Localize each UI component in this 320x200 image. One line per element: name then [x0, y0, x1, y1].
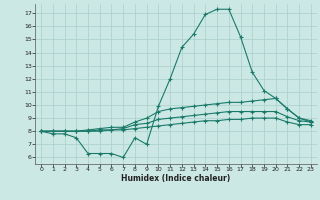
X-axis label: Humidex (Indice chaleur): Humidex (Indice chaleur) — [121, 174, 231, 183]
